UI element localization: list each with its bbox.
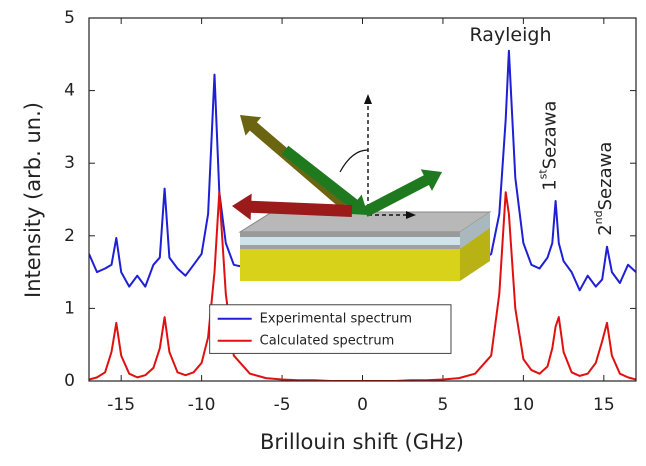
plot-frame [88,17,637,382]
annotation-number: 2 [595,224,616,235]
layer-kapton [240,249,460,281]
x-axis-title: Brillouin shift (GHz) [260,430,464,454]
y-tick-label: 0 [64,371,75,391]
layer-cofeb [240,237,460,245]
y-tick-label: 1 [64,298,75,318]
reflected-arrow [362,169,442,217]
axis-x-head [406,211,416,219]
slab-top [238,211,492,233]
incident-arrow [281,145,368,215]
layer-ta [240,232,460,237]
x-tick-label: 5 [438,395,449,415]
inset [232,94,492,281]
x-tick-label: 15 [593,395,615,415]
k-arrow [232,193,353,220]
annotation-text: Sezawa [595,142,616,211]
slab-side-top [460,212,490,249]
legend-label: Calculated spectrum [260,333,395,348]
data-line [89,191,636,381]
annotation: 2ndSezawa [592,142,616,236]
y-tick-label: 4 [64,81,75,101]
x-tick-label: -15 [107,395,135,415]
axis-z-head [364,94,372,104]
x-tick-label: 0 [357,395,368,415]
layer-gap [240,245,460,249]
legend-box [209,304,452,354]
annotation-sup: nd [592,210,605,224]
angle-arc [339,149,369,173]
x-tick-label: -5 [274,395,291,415]
y-tick-label: 5 [64,8,75,28]
annotation-text: Sezawa [540,101,561,170]
y-tick-label: 3 [64,153,75,173]
annotation-sup: st [537,169,550,180]
annotation-number: 1 [540,179,561,190]
annotation: 1stSezawa [537,101,561,191]
y-tick-label: 2 [64,226,75,246]
legend-label: Experimental spectrum [260,311,412,326]
annotation: Rayleigh [469,24,551,46]
x-tick-label: -10 [188,395,216,415]
x-tick-label: 10 [513,395,535,415]
y-axis-title: Intensity (arb. un.) [21,102,45,298]
